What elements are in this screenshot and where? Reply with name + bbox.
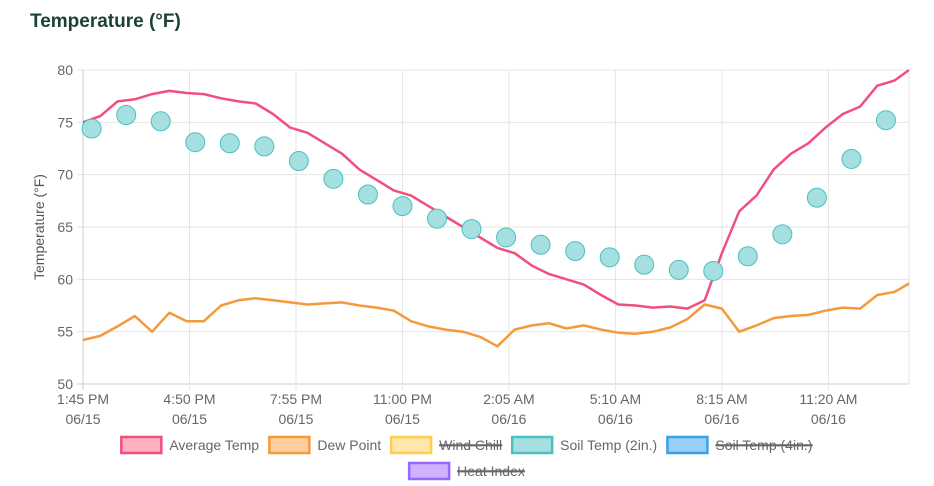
- y-tick-label: 50: [57, 376, 73, 392]
- soil-temp-2in-point: [461, 219, 482, 240]
- soil-temp-2in-point: [772, 224, 793, 245]
- soil-temp-2in-point: [427, 208, 447, 229]
- legend-swatch-heat-index[interactable]: [407, 461, 451, 481]
- x-tick-date: 06/15: [278, 411, 313, 427]
- legend-swatch-soil-temp-4in-[interactable]: [666, 435, 709, 455]
- legend-swatch-wind-chill[interactable]: [389, 435, 433, 455]
- soil-temp-2in-point: [634, 254, 655, 275]
- soil-temp-2in-point: [357, 184, 378, 205]
- x-tick-time: 11:20 AM: [799, 391, 857, 407]
- x-tick-time: 4:50 PM: [163, 391, 215, 407]
- y-tick-label: 75: [57, 114, 73, 130]
- soil-temp-2in-point: [219, 133, 240, 154]
- x-tick-time: 8:15 AM: [696, 391, 747, 407]
- soil-temp-2in-point: [668, 259, 689, 280]
- legend-item-average-temp[interactable]: Average Temp: [169, 437, 259, 453]
- y-tick-label: 65: [57, 219, 73, 235]
- legend-swatch-dew-point[interactable]: [268, 435, 311, 455]
- x-tick-date: 06/15: [385, 411, 420, 427]
- soil-temp-2in-point: [288, 151, 309, 172]
- soil-temp-2in-point: [254, 136, 275, 157]
- y-tick-label: 60: [57, 271, 73, 287]
- soil-temp-2in-point: [737, 246, 758, 267]
- soil-temp-2in-point: [599, 247, 620, 268]
- x-tick-date: 06/16: [598, 411, 633, 427]
- legend-swatch-soil-temp-2in-[interactable]: [510, 435, 554, 455]
- soil-temp-2in-point: [841, 148, 862, 169]
- soil-temp-2in-point: [496, 227, 517, 248]
- legend-item-soil-temp-2in-[interactable]: Soil Temp (2in.): [560, 437, 657, 453]
- x-tick-time: 7:55 PM: [270, 391, 322, 407]
- x-tick-date: 06/16: [491, 411, 526, 427]
- soil-temp-2in-point: [806, 187, 827, 208]
- chart-title: Temperature (°F): [30, 11, 181, 32]
- x-tick-time: 11:00 PM: [373, 391, 432, 407]
- legend-swatch-average-temp[interactable]: [120, 435, 163, 455]
- x-tick-time: 2:05 AM: [483, 391, 534, 407]
- y-tick-label: 80: [57, 62, 73, 78]
- series-line-dew-point: [82, 282, 910, 348]
- x-tick-date: 06/16: [704, 411, 739, 427]
- soil-temp-2in-point: [150, 111, 171, 132]
- x-tick-time: 5:10 AM: [590, 391, 641, 407]
- soil-temp-2in-point: [185, 132, 206, 153]
- y-tick-label: 70: [57, 167, 73, 183]
- y-tick-label: 55: [57, 324, 73, 340]
- legend-item-dew-point[interactable]: Dew Point: [317, 437, 381, 453]
- soil-temp-2in-point: [875, 110, 896, 131]
- soil-temp-2in-point: [323, 168, 344, 189]
- soil-temp-2in-point: [116, 105, 137, 126]
- x-tick-time: 1:45 PM: [57, 391, 109, 407]
- soil-temp-2in-point: [565, 241, 586, 262]
- soil-temp-2in-point: [530, 234, 551, 255]
- soil-temp-2in-point: [392, 196, 413, 217]
- y-axis-label: Temperature (°F): [31, 174, 47, 280]
- x-tick-date: 06/16: [811, 411, 846, 427]
- x-tick-date: 06/15: [65, 411, 100, 427]
- soil-temp-2in-point: [81, 118, 102, 139]
- soil-temp-2in-point: [703, 260, 724, 281]
- series-line-average-temp: [82, 68, 910, 310]
- x-tick-date: 06/15: [172, 411, 207, 427]
